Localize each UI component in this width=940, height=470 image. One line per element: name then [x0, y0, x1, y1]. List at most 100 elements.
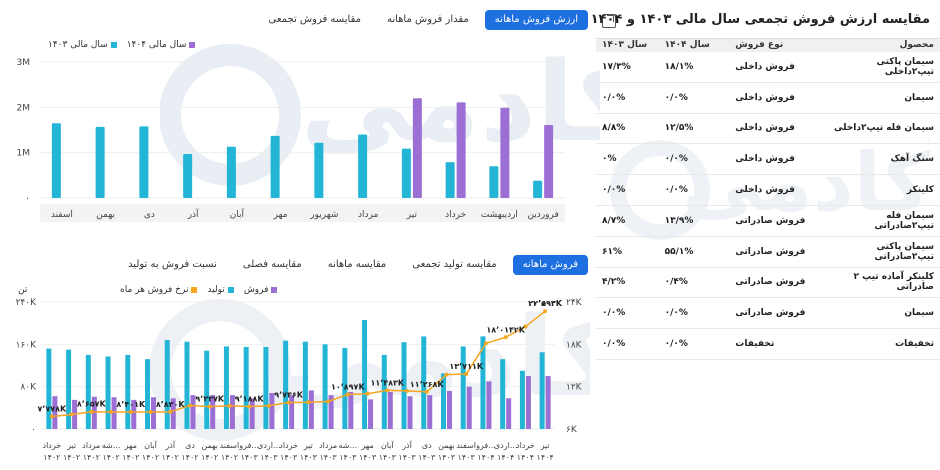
cumulative-sales-table: محصول نوع فروش سال ۱۴۰۴ سال ۱۴۰۳ سیمان پ…	[596, 38, 940, 360]
x-tick-year: ۱۴۰۲	[181, 453, 198, 462]
legend-item-production[interactable]: تولید	[207, 285, 234, 295]
legend-item-1404[interactable]: سال مالی ۱۴۰۴	[127, 40, 196, 50]
cumulative-sales-table-panel: مقایسه ارزش فروش تجمعی سال مالی ۱۴۰۳ و ۱…	[591, 0, 940, 470]
x-tick-month: تیر	[303, 441, 313, 450]
x-tick-year: ۱۴۰۲	[221, 453, 238, 462]
table-row: کلینکر فروش داخلی ۰/۰% ۰/۰%	[596, 174, 940, 206]
bar-production	[460, 346, 466, 429]
x-tick-year: ۱۴۰۳	[339, 453, 357, 462]
sales-rate-point	[69, 412, 74, 417]
cell-sale-type: تخفیفات	[721, 328, 820, 360]
bar-sales	[486, 381, 492, 429]
left-axis-unit: تن	[18, 285, 28, 295]
x-tick-month: آبان	[144, 440, 158, 450]
bar-sales	[210, 395, 216, 429]
bar-production	[46, 348, 52, 429]
tab-cumulative-sales-comparison[interactable]: مقایسه فروش تجمعی	[268, 14, 361, 25]
x-tick-year: ۱۴۰۴	[477, 453, 494, 462]
cell-product: سیمان فله تیپ۲داخلی	[820, 113, 940, 145]
tab-monthly-sales-value[interactable]: ارزش فروش ماهانه	[484, 10, 588, 30]
legend-label-1403: سال مالی ۱۴۰۳	[48, 40, 108, 50]
cell-product: تخفیفات	[820, 328, 940, 360]
bar-sales	[170, 398, 176, 429]
legend-swatch-1403	[110, 42, 117, 48]
bar-sales	[308, 390, 314, 429]
y-tick-label: 2M	[17, 103, 31, 113]
x-tick-label: اسفند	[51, 210, 73, 220]
x-tick-month: اسفند	[456, 441, 476, 450]
legend-item-sales[interactable]: فروش	[244, 285, 278, 295]
x-tick-year: ۱۴۰۲	[162, 453, 179, 462]
x-tick-label: فروردین	[527, 210, 558, 220]
bar-sales	[151, 397, 157, 429]
bar-production	[283, 340, 289, 429]
x-tick-year: ۱۴۰۳	[438, 453, 456, 462]
top-chart-tabs: ارزش فروش ماهانه مقدار فروش ماهانه مقایس…	[259, 10, 588, 30]
cell-1403: ۱۷/۳%	[596, 51, 659, 83]
cell-1404: ۰/۰%	[658, 297, 722, 330]
table-row: سیمان فله تیپ۲صادراتی فروش صادراتی ۱۳/۹% ۸/…	[596, 205, 940, 237]
right-y-tick-label: ۱۸K	[566, 340, 583, 350]
x-tick-year: ۱۴۰۲	[201, 453, 218, 462]
bar-sales	[111, 397, 117, 429]
y-tick-label: 1M	[17, 149, 31, 159]
bar-sales	[446, 390, 452, 429]
x-tick-label: مهر	[273, 210, 288, 220]
bar-1404	[544, 125, 554, 198]
cell-sale-type: فروش صادراتی	[721, 236, 820, 268]
bar-sales	[269, 393, 275, 429]
tab-monthly-comparison[interactable]: مقایسه ماهانه	[327, 259, 387, 270]
table-row: سیمان پاکتی تیپ۲داخلی فروش داخلی ۱۸/۱% ۱۷/۳…	[596, 51, 940, 83]
bar-production	[480, 336, 486, 429]
x-tick-label: بهمن	[96, 210, 115, 220]
cell-1404: ۱۳/۹%	[658, 205, 722, 237]
bar-sales	[328, 395, 334, 429]
legend-item-1403[interactable]: سال مالی ۱۴۰۳	[48, 40, 117, 50]
tab-seasonal-comparison[interactable]: مقایسه فصلی	[242, 259, 302, 270]
data-label: ۲۲٬۶۹۳K	[528, 299, 562, 308]
tab-monthly-sales-quantity[interactable]: مقدار فروش ماهانه	[386, 14, 469, 25]
expand-icon[interactable]	[602, 14, 616, 28]
data-label: ۲۰٬۵۰۲K	[528, 299, 562, 308]
sales-rate-line	[51, 310, 546, 418]
legend-swatch-production	[227, 287, 234, 293]
sales-rate-point	[385, 388, 390, 393]
tab-cumulative-production[interactable]: مقایسه تولید تجمعی	[412, 259, 497, 270]
sales-rate-point	[464, 371, 469, 376]
cell-product: کلینکر	[820, 174, 940, 206]
cell-1404: ۱۲/۵%	[658, 113, 722, 145]
sales-rate-point	[128, 409, 133, 414]
header-product: محصول	[820, 38, 940, 52]
bar-production	[105, 356, 111, 429]
x-tick-month: اسفند	[220, 441, 240, 450]
cell-product: سیمان	[820, 297, 940, 330]
x-tick-label: مرداد	[358, 210, 378, 220]
x-tick-label: آبان	[230, 208, 245, 220]
x-tick-year: ۱۴۰۲	[83, 453, 100, 462]
sales-rate-point	[227, 403, 232, 408]
legend-label-1404: سال مالی ۱۴۰۴	[126, 40, 187, 50]
right-y-tick-label: ۶K	[566, 425, 578, 435]
x-tick-year: ۱۴۰۳	[260, 453, 278, 462]
left-y-tick-label: ۱۶۰K	[16, 340, 38, 350]
x-tick-month: آذر	[164, 440, 175, 450]
data-label: ۹٬۷۴۶K	[274, 391, 304, 400]
y-tick-label: 3M	[17, 58, 31, 68]
bar-production	[440, 373, 446, 429]
x-tick-year: ۱۴۰۲	[43, 453, 60, 462]
left-y-tick-label: ۸۰K	[20, 383, 37, 393]
tab-sales-to-production-ratio[interactable]: نسبت فروش به تولید	[128, 259, 217, 270]
tab-monthly-sales[interactable]: فروش ماهانه	[512, 255, 588, 275]
legend-item-sales-rate[interactable]: نرخ فروش هر ماه	[120, 285, 198, 295]
table-row: سیمان فروش داخلی ۰/۰% ۰/۰%	[596, 82, 940, 114]
cell-1403: ۰/۰%	[596, 82, 659, 114]
x-tick-month: مهر	[360, 441, 373, 450]
sales-rate-point	[523, 324, 528, 329]
bar-1403	[51, 123, 61, 198]
x-tick-year: ۱۴۰۳	[398, 453, 416, 462]
x-tick-year: ۱۴۰۴	[497, 453, 514, 462]
bar-production	[66, 349, 72, 429]
sales-rate-point	[483, 341, 488, 346]
table-row: سیمان پاکتی تیپ۲صادراتی فروش صادراتی ۵۵/۱%…	[596, 236, 940, 268]
cell-1404: ۰/۰%	[658, 174, 722, 206]
